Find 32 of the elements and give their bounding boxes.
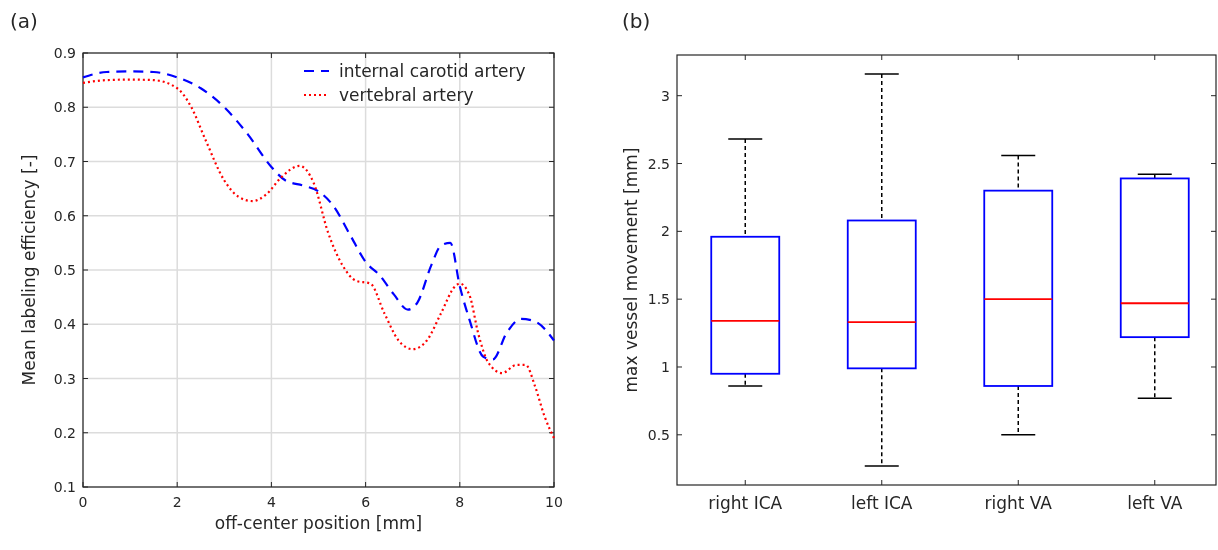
x-tick-label: right ICA	[708, 493, 783, 513]
y-tick-label: 0.9	[53, 45, 76, 61]
x-tick-label: 0	[78, 494, 88, 510]
y-tick-label: 0.5	[647, 426, 670, 443]
y-tick-label: 0.7	[53, 153, 76, 170]
y-axis-title: Mean labeling efficiency [-]	[19, 154, 39, 386]
y-tick-label: 0.6	[53, 207, 77, 224]
x-tick-label: right VA	[984, 493, 1053, 513]
y-axis-title: max vessel movement [mm]	[621, 147, 641, 393]
x-tick-label: left ICA	[851, 493, 913, 513]
y-tick-label: 0.3	[53, 370, 76, 387]
y-tick-label: 0.2	[53, 424, 76, 441]
y-tick-label: 1.5	[647, 291, 670, 308]
y-tick-label: 2.5	[647, 155, 670, 172]
y-tick-label: 3	[661, 87, 670, 104]
x-tick-label: left VA	[1127, 493, 1183, 513]
legend-label: internal carotid artery	[339, 61, 526, 81]
x-tick-label: 10	[545, 494, 563, 510]
y-tick-label: 2	[661, 223, 670, 240]
x-tick-label: 2	[172, 494, 182, 510]
x-tick-label: 6	[361, 494, 371, 510]
y-tick-label: 0.8	[53, 99, 76, 116]
y-tick-label: 0.4	[53, 316, 77, 333]
x-axis-title: off-center position [mm]	[214, 513, 423, 533]
y-tick-label: 0.1	[53, 479, 76, 495]
text: (b)	[622, 9, 651, 33]
text: (a)	[10, 9, 38, 33]
y-tick-label: 0.5	[53, 262, 76, 278]
x-tick-label: 4	[266, 494, 276, 510]
x-tick-label: 8	[455, 494, 465, 510]
y-tick-label: 1	[661, 358, 670, 375]
legend-label: vertebral artery	[339, 85, 474, 105]
